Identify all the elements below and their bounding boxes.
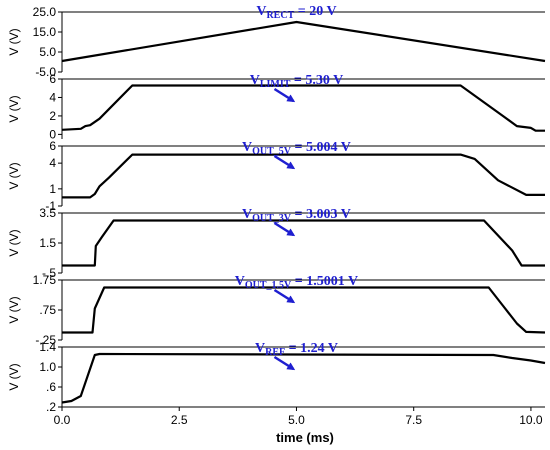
y-tick-label: 1.4 bbox=[39, 340, 56, 354]
y-tick-label: .2 bbox=[46, 400, 56, 414]
series-line bbox=[61, 84, 545, 132]
panel-frame bbox=[61, 212, 545, 273]
y-tick-label: 1.0 bbox=[39, 360, 56, 374]
y-tick-label: 3.5 bbox=[39, 206, 56, 220]
series-line bbox=[62, 219, 545, 267]
y-tick-label: 0 bbox=[49, 127, 56, 141]
series-line bbox=[61, 20, 546, 63]
y-tick-label: -.25 bbox=[35, 333, 56, 347]
annotation-label: VLIMIT = 5.30 V bbox=[250, 73, 344, 90]
annotation-arrow bbox=[273, 355, 296, 371]
y-tick-label: 2 bbox=[49, 109, 56, 123]
annotation-label: VOUT_3V = 3.003 V bbox=[242, 207, 351, 224]
y-tick-label: 6 bbox=[49, 139, 56, 153]
panel-6: 1.4 1.0 .6 .2 V (V) VREF = 1.24 V bbox=[7, 340, 546, 414]
series-line bbox=[62, 286, 546, 334]
y-axis-label: V (V) bbox=[7, 28, 21, 55]
y-tick-label: 15.0 bbox=[33, 25, 57, 39]
y-tick-label: -5.0 bbox=[35, 65, 56, 79]
chart-panels: 25.0 15.0 5.0 -5.0 V (V) VRECT = 20 V 6 4 2 0 V (V… bbox=[7, 4, 546, 414]
panel-frame bbox=[61, 78, 545, 139]
x-axis: 0.0 2.5 5.0 7.5 10.0 bbox=[54, 406, 545, 427]
x-tick-label: 2.5 bbox=[171, 413, 188, 427]
annotation-label: VOUT_1.5V = 1.5001 V bbox=[235, 274, 358, 291]
x-tick-label: 7.5 bbox=[405, 413, 422, 427]
y-tick-label: -1 bbox=[45, 199, 56, 213]
annotation-arrow bbox=[273, 87, 296, 103]
y-tick-label: 4 bbox=[49, 156, 56, 170]
panel-3: 6 4 1 -1 V (V) VOUT_5V = 5.004 V bbox=[7, 139, 545, 213]
y-tick-label: .6 bbox=[46, 380, 56, 394]
y-tick-label: 1 bbox=[49, 182, 56, 196]
panel-frame bbox=[61, 279, 545, 340]
y-tick-label: 6 bbox=[49, 72, 56, 86]
panel-5: 1.75 .75 -.25 V (V) VOUT_1.5V = 1.5001 V bbox=[7, 273, 546, 347]
panel-2: 6 4 2 0 V (V) VLIMIT = 5.30 V bbox=[7, 72, 545, 141]
y-axis-label: V (V) bbox=[7, 162, 21, 189]
y-axis-label: V (V) bbox=[7, 363, 21, 390]
annotation-arrow bbox=[273, 154, 296, 170]
y-tick-label: .75 bbox=[39, 303, 56, 317]
y-axis-label: V (V) bbox=[7, 296, 21, 323]
y-tick-label: -.5 bbox=[42, 266, 56, 280]
panel-frame bbox=[61, 11, 545, 72]
series-line bbox=[62, 153, 545, 199]
y-tick-label: 25.0 bbox=[33, 5, 57, 19]
y-axis-label: V (V) bbox=[7, 95, 21, 122]
annotation-arrow bbox=[273, 221, 296, 237]
y-tick-label: 1.75 bbox=[33, 273, 57, 287]
y-tick-label: 5.0 bbox=[39, 45, 56, 59]
x-tick-label: 10.0 bbox=[519, 413, 543, 427]
annotation-arrow bbox=[273, 288, 296, 304]
y-tick-label: 1.5 bbox=[39, 236, 56, 250]
y-tick-label: 4 bbox=[49, 90, 56, 104]
x-tick-label: 0.0 bbox=[54, 413, 71, 427]
series-line bbox=[61, 352, 546, 404]
annotation-label: VREF = 1.24 V bbox=[255, 341, 338, 358]
x-tick-label: 5.0 bbox=[288, 413, 305, 427]
x-axis-label: time (ms) bbox=[276, 430, 334, 445]
panel-1: 25.0 15.0 5.0 -5.0 V (V) VRECT = 20 V bbox=[7, 4, 546, 79]
y-axis-label: V (V) bbox=[7, 229, 21, 256]
annotation-label: VOUT_5V = 5.004 V bbox=[242, 140, 351, 157]
panel-4: 3.5 1.5 -.5 V (V) VOUT_3V = 3.003 V bbox=[7, 206, 545, 280]
annotation-label: VRECT = 20 V bbox=[256, 4, 336, 21]
